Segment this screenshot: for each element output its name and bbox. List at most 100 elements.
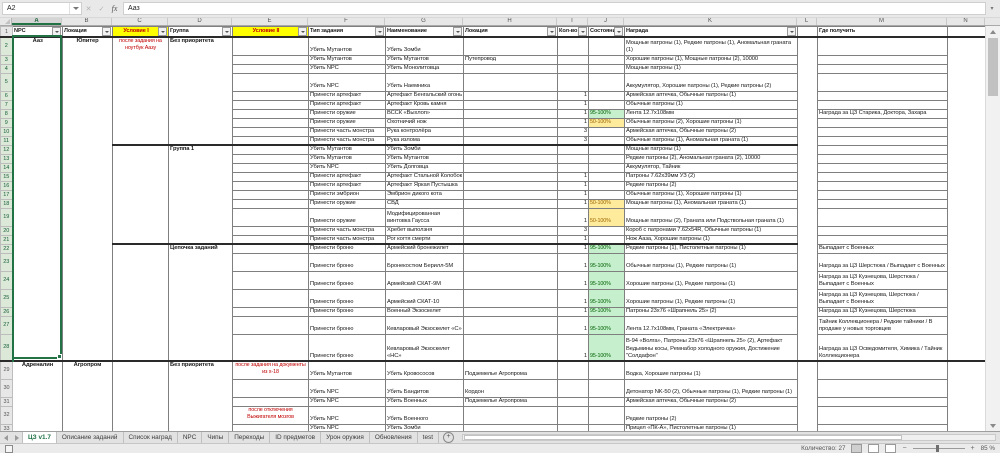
cell[interactable] [463, 252, 558, 272]
cell[interactable] [168, 64, 233, 73]
cell[interactable] [232, 36, 309, 56]
cell[interactable]: Ааз [12, 36, 63, 55]
column-header[interactable] [797, 26, 818, 38]
cell[interactable] [168, 172, 233, 181]
cell[interactable]: Убить Зомби [385, 144, 464, 155]
cell[interactable]: после отключения Выжигателя мозгов [232, 405, 309, 425]
cell[interactable]: Патроны 7.62x39мм УЗ (2) [624, 171, 798, 182]
cell[interactable] [112, 208, 169, 226]
cell[interactable] [798, 253, 818, 271]
cell[interactable] [232, 333, 309, 362]
cell[interactable] [112, 406, 169, 424]
column-header[interactable]: Локация [62, 26, 113, 38]
cell[interactable] [557, 423, 589, 431]
cell[interactable]: Армейский СКАТ-10 [385, 288, 464, 308]
cell[interactable]: 95-100% [588, 270, 625, 290]
cell[interactable] [948, 199, 986, 208]
cell[interactable] [798, 208, 818, 226]
cancel-icon[interactable]: ✕ [85, 5, 92, 13]
cell[interactable] [463, 72, 558, 92]
cell[interactable] [557, 36, 589, 56]
cell[interactable] [12, 64, 63, 73]
column-header[interactable]: Где получить [817, 26, 948, 38]
row-header[interactable]: 28 [0, 333, 14, 362]
cell[interactable]: 1 [557, 270, 589, 290]
cell[interactable]: Юпитер [62, 36, 113, 55]
cell[interactable] [948, 190, 986, 199]
cell[interactable] [232, 270, 309, 290]
cell[interactable] [112, 243, 169, 253]
cell[interactable]: 1 [557, 252, 589, 272]
cell[interactable]: Принести оружие [308, 207, 386, 227]
cell[interactable] [12, 73, 63, 91]
cell[interactable] [12, 334, 63, 361]
cell[interactable] [817, 72, 948, 92]
cell[interactable] [232, 378, 309, 398]
cell[interactable] [798, 379, 818, 397]
cell[interactable] [12, 145, 63, 154]
cell[interactable] [112, 334, 169, 361]
cell[interactable] [948, 136, 986, 145]
row-header[interactable]: 11 [0, 135, 14, 146]
cell[interactable] [168, 235, 233, 244]
cell[interactable] [588, 126, 625, 137]
cell[interactable]: 1 [557, 180, 589, 191]
cell[interactable] [168, 316, 233, 334]
cell[interactable] [62, 64, 113, 73]
cell[interactable] [797, 360, 818, 379]
cell[interactable]: Убить Мутантов [308, 54, 386, 65]
sheet-tab[interactable]: ID предметов [270, 432, 322, 443]
cell[interactable]: Нож Ааза, Хорошие патроны (1) [624, 234, 798, 245]
cell[interactable]: Убить NPC [308, 378, 386, 398]
row-header[interactable]: 31 [0, 396, 13, 407]
cell[interactable] [12, 55, 63, 64]
cell[interactable]: 1 [557, 306, 589, 317]
row-header[interactable]: 13 [0, 153, 14, 164]
filter-icon[interactable] [375, 27, 384, 36]
cell[interactable] [948, 109, 986, 118]
cell[interactable]: 95-100% [588, 315, 625, 335]
cell[interactable]: Мощные патроны (1), Аномальная граната (… [624, 198, 798, 209]
cell[interactable]: 50-100% [588, 198, 625, 209]
cell[interactable] [817, 99, 948, 110]
cell[interactable] [817, 63, 948, 74]
cell[interactable] [798, 235, 818, 244]
cell[interactable] [12, 118, 63, 127]
cell[interactable] [62, 55, 113, 64]
cell[interactable] [12, 379, 63, 397]
cell[interactable]: 50-100% [588, 117, 625, 128]
cell[interactable] [12, 190, 63, 199]
cell[interactable] [62, 235, 113, 244]
row-header[interactable]: 15 [0, 171, 14, 182]
cell[interactable] [168, 253, 233, 271]
cell[interactable] [948, 127, 986, 136]
cell[interactable] [232, 126, 309, 137]
cell[interactable]: Принести оружие [308, 198, 386, 209]
cell[interactable] [112, 379, 169, 397]
cell[interactable]: Убить Бандитов [385, 378, 464, 398]
cell[interactable] [798, 271, 818, 289]
cell[interactable] [948, 307, 986, 316]
cell[interactable] [112, 127, 169, 136]
view-normal-icon[interactable] [851, 444, 863, 453]
cell[interactable]: Убить Кровососов [385, 360, 464, 380]
cell[interactable] [463, 36, 558, 56]
filter-icon[interactable] [453, 27, 462, 36]
cell[interactable] [12, 244, 63, 253]
cell[interactable] [62, 136, 113, 145]
cell[interactable]: Цепочка заданий [168, 243, 233, 253]
cell[interactable]: Без приоритета [168, 360, 233, 379]
cell[interactable] [557, 396, 589, 407]
cell[interactable] [948, 424, 986, 431]
row-header[interactable]: 9 [0, 117, 14, 128]
cell[interactable]: Военный Экзоскелет [385, 306, 464, 317]
cell[interactable] [62, 226, 113, 235]
cell[interactable] [798, 136, 818, 145]
cell[interactable]: Мощные патроны (1) [624, 144, 798, 155]
cell[interactable]: 3 [557, 126, 589, 137]
cell[interactable] [948, 208, 986, 226]
cell[interactable] [62, 424, 113, 431]
row-header[interactable]: 27 [0, 315, 14, 335]
cell[interactable] [112, 172, 169, 181]
cell[interactable]: Принести часть монстра [308, 234, 386, 245]
